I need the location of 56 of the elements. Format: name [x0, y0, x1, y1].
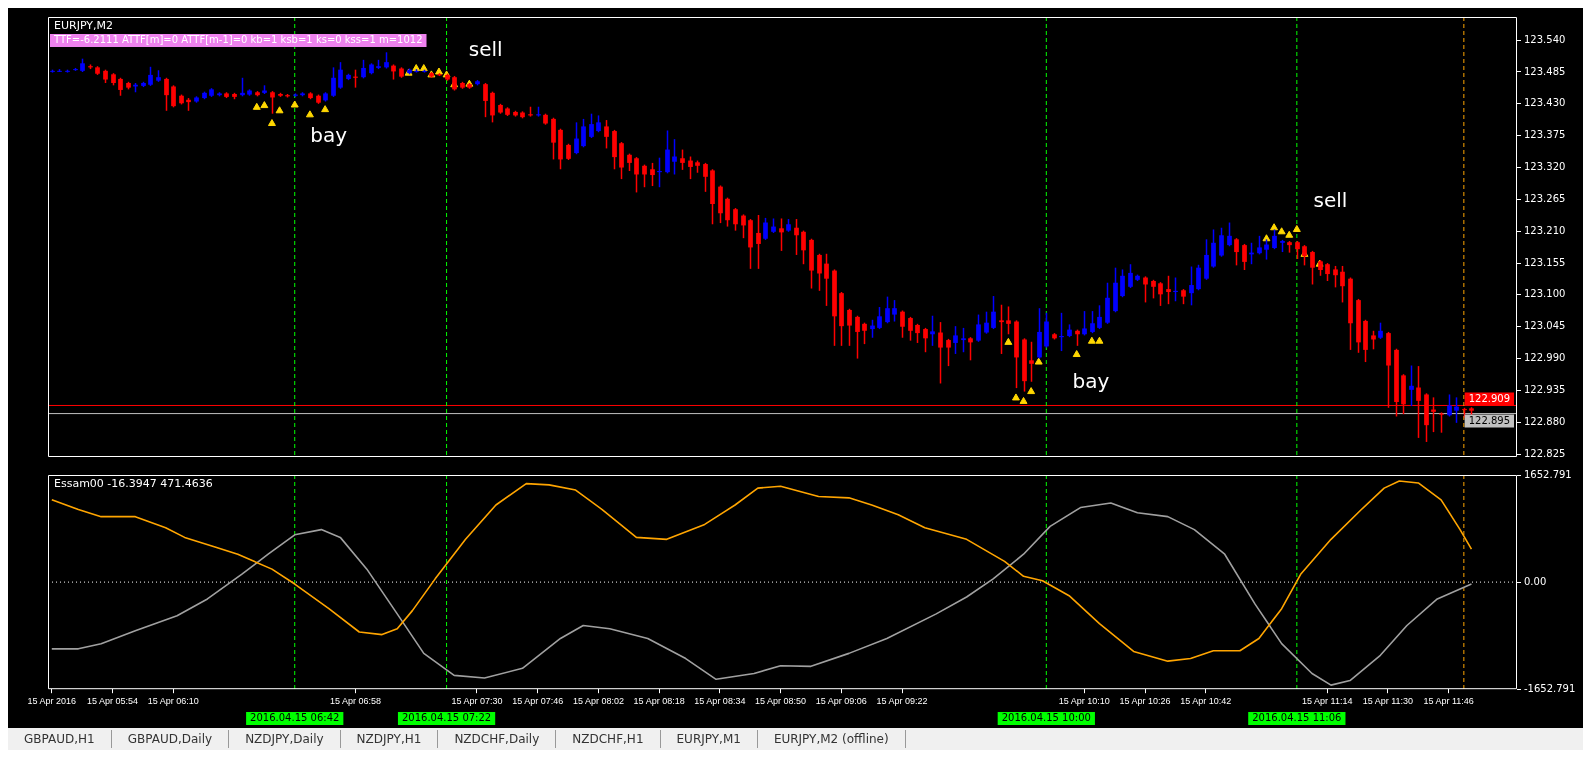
y-tick-label: 123.430: [1524, 97, 1566, 109]
x-tick-label: 15 Apr 09:22: [876, 696, 928, 707]
annotation: bay: [1072, 369, 1110, 394]
y-tick-label: 122.990: [1524, 352, 1566, 364]
x-tick-label: 15 Apr 2016: [27, 696, 77, 707]
y-tick-label: 123.100: [1524, 288, 1566, 300]
y-tick-label: -1652.791: [1524, 682, 1576, 694]
y-tick-label: 122.880: [1524, 415, 1566, 427]
y-tick-label: 123.540: [1524, 33, 1566, 45]
x-tick-label: 15 Apr 06:10: [147, 696, 199, 707]
x-tick-label: 15 Apr 08:02: [572, 696, 624, 707]
y-tick-label: 122.825: [1524, 447, 1566, 459]
x-tick-label: 15 Apr 08:18: [633, 696, 685, 707]
y-tick-label: 1652.791: [1524, 468, 1572, 480]
y-tick-label: 123.210: [1524, 224, 1566, 236]
x-tick-label: 15 Apr 10:26: [1119, 696, 1171, 707]
text: NZDJPY,H1: [340, 730, 439, 748]
ref-line-label: 2016.04.15 11:06: [1252, 712, 1342, 724]
x-tick-label: 15 Apr 11:46: [1423, 696, 1474, 707]
ref-line-label: 2016.04.15 06:42: [250, 712, 340, 724]
y-tick-label: 122.935: [1524, 384, 1566, 396]
chart-title: EURJPY,M2: [54, 19, 113, 33]
x-tick-label: 15 Apr 08:34: [694, 696, 746, 707]
x-tick-label: 15 Apr 07:46: [512, 696, 564, 707]
y-tick-label: 123.045: [1524, 320, 1566, 332]
y-tick-label: 123.375: [1524, 129, 1566, 141]
x-tick-label: 15 Apr 06:58: [329, 696, 381, 707]
text: EURJPY,M1: [660, 730, 758, 748]
text: TTF=-6.2111 ATTF[m]=0 ATTF[m-1]=0 kb=1 ksb=1 ks=0 kss=1 m=1012: [53, 33, 423, 45]
text: NZDJPY,Daily: [229, 730, 341, 748]
chart-title: Essam00 -16.3947 471.4636: [54, 477, 213, 491]
annotation: sell: [468, 36, 503, 61]
ref-line-label: 2016.04.15 07:22: [401, 712, 492, 724]
annotation: sell: [1313, 187, 1348, 212]
y-tick-label: 123.265: [1524, 192, 1566, 204]
x-tick-label: 15 Apr 10:10: [1058, 696, 1110, 707]
text: NZDCHF,Daily: [438, 730, 557, 748]
x-tick-label: 15 Apr 05:54: [87, 696, 139, 707]
y-tick-label: 0.00: [1524, 575, 1547, 587]
annotation: bay: [310, 123, 348, 148]
text: GBPAUD,H1: [8, 730, 112, 748]
x-tick-label: 15 Apr 10:42: [1180, 696, 1232, 707]
x-tick-label: 15 Apr 09:06: [815, 696, 867, 707]
y-tick-label: 123.485: [1524, 65, 1566, 77]
x-tick-label: 15 Apr 08:50: [755, 696, 807, 707]
y-tick-label: 123.320: [1524, 161, 1566, 173]
y-tick-label: 123.155: [1524, 256, 1566, 268]
text: NZDCHF,H1: [556, 730, 661, 748]
ref-line-label: 2016.04.15 10:00: [1001, 712, 1091, 724]
text: GBPAUD,Daily: [111, 730, 230, 748]
ref-line-label: 122.895: [1468, 414, 1510, 426]
x-tick-label: 15 Apr 07:30: [451, 696, 503, 707]
x-tick-label: 15 Apr 11:14: [1302, 696, 1353, 707]
x-tick-label: 15 Apr 11:30: [1362, 696, 1414, 707]
ref-line-label: 122.909: [1468, 392, 1510, 404]
text: EURJPY,M2 (offline): [757, 730, 906, 748]
